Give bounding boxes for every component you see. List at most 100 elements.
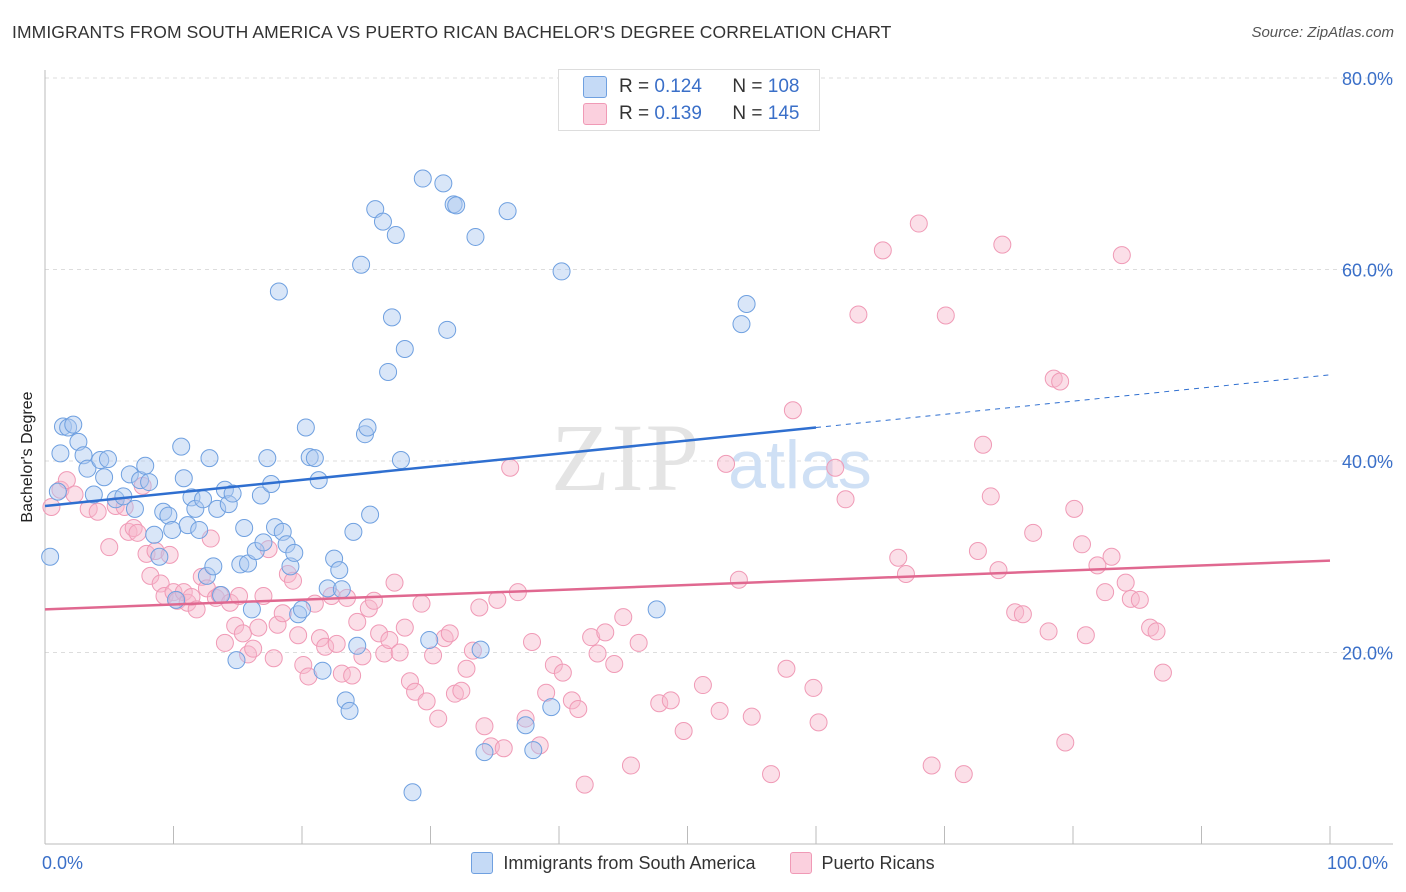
point-puerto-ricans [553,663,572,682]
point-immigrants-south-america [95,468,114,487]
point-immigrants-south-america [197,566,216,585]
point-immigrants-south-america [434,174,453,193]
trend-line-puerto-ricans [44,559,1331,611]
point-immigrants-south-america [361,505,380,524]
legend-n-value: 145 [767,103,800,124]
legend-row-pink: R = 0.139 N = 145 [583,101,799,127]
point-puerto-ricans [233,624,252,643]
x-tick-left: 0.0% [42,853,84,873]
point-puerto-ricans [463,641,482,660]
point-puerto-ricans [614,608,633,627]
point-puerto-ricans [836,490,855,509]
point-puerto-ricans [268,615,287,634]
point-immigrants-south-america [732,315,751,334]
y-tick-label: 80.0% [1342,69,1393,89]
point-puerto-ricans [974,435,993,454]
y-tick-label: 20.0% [1342,644,1393,664]
point-immigrants-south-america [41,547,60,566]
point-puerto-ricans [896,564,915,583]
point-puerto-ricans [494,739,513,758]
point-puerto-ricans [457,659,476,678]
point-puerto-ricans [475,717,494,736]
point-immigrants-south-america [231,555,250,574]
axes [44,70,1393,845]
point-puerto-ricans [544,655,563,674]
point-puerto-ricans [1024,523,1043,542]
point-puerto-ricans [954,765,973,784]
point-immigrants-south-america [296,418,315,437]
point-puerto-ricans [470,598,489,617]
point-puerto-ricans [106,497,125,516]
point-immigrants-south-america [269,282,288,301]
point-puerto-ricans [1112,246,1131,265]
series-puerto-ricans [42,214,1172,794]
point-immigrants-south-america [330,561,349,580]
point-puerto-ricans [1039,622,1058,641]
legend-swatch-pink [583,103,607,125]
source-label: Source: ZipAtlas.com [1251,24,1394,41]
point-immigrants-south-america [172,437,191,456]
point-immigrants-south-america [212,586,231,605]
point-immigrants-south-america [74,446,93,465]
point-immigrants-south-america [403,783,422,802]
point-puerto-ricans [582,628,601,647]
point-immigrants-south-america [140,473,159,492]
point-puerto-ricans [364,591,383,610]
point-puerto-ricans [575,775,594,794]
point-immigrants-south-america [219,495,238,514]
point-immigrants-south-america [64,415,83,434]
point-immigrants-south-america [516,716,535,735]
point-puerto-ricans [537,683,556,702]
point-puerto-ricans [51,480,70,499]
point-puerto-ricans [981,487,1000,506]
point-immigrants-south-america [352,255,371,274]
legend-item-puerto-ricans: Puerto Ricans [789,852,935,874]
point-immigrants-south-america [190,520,209,539]
point-puerto-ricans [424,646,443,665]
point-immigrants-south-america [524,741,543,760]
chart-title: IMMIGRANTS FROM SOUTH AMERICA VS PUERTO … [12,22,892,42]
point-puerto-ricans [244,639,263,658]
point-immigrants-south-america [136,456,155,475]
point-puerto-ricans [1130,590,1149,609]
point-immigrants-south-america [340,701,359,720]
point-puerto-ricans [674,722,693,741]
point-immigrants-south-america [78,459,97,478]
point-immigrants-south-america [552,262,571,281]
watermark-zip: ZIP [551,404,701,511]
point-immigrants-south-america [293,600,311,619]
point-puerto-ricans [239,645,258,664]
trend-extension-immigrants [815,374,1331,428]
point-puerto-ricans [187,600,206,619]
point-puerto-ricans [993,235,1012,254]
point-puerto-ricans [889,548,908,567]
point-immigrants-south-america [348,636,367,655]
point-puerto-ricans [141,566,160,585]
point-puerto-ricans [327,634,346,653]
series-immigrants-south-america [41,169,756,802]
point-puerto-ricans [385,573,404,592]
point-immigrants-south-america [358,418,377,437]
point-puerto-ricans [873,241,892,260]
point-puerto-ricans [1065,499,1084,518]
point-immigrants-south-america [59,418,78,437]
point-immigrants-south-america [647,600,666,619]
legend-label-puerto-ricans: Puerto Ricans [821,852,935,873]
point-puerto-ricans [1076,626,1095,645]
point-puerto-ricans [264,649,283,668]
point-immigrants-south-america [91,451,110,470]
x-tick-right: 100.0% [1327,853,1389,873]
point-puerto-ricans [501,458,520,477]
legend-r-label: R = [619,76,650,97]
point-immigrants-south-america [48,482,67,501]
point-puerto-ricans [1051,372,1070,391]
point-immigrants-south-america [178,516,197,535]
point-immigrants-south-america [285,543,304,562]
point-immigrants-south-america [145,525,164,544]
point-immigrants-south-america [163,520,182,539]
point-puerto-ricans [742,707,761,726]
point-puerto-ricans [1102,547,1121,566]
point-puerto-ricans [226,616,245,635]
point-immigrants-south-america [498,202,517,221]
point-immigrants-south-america [235,519,254,538]
